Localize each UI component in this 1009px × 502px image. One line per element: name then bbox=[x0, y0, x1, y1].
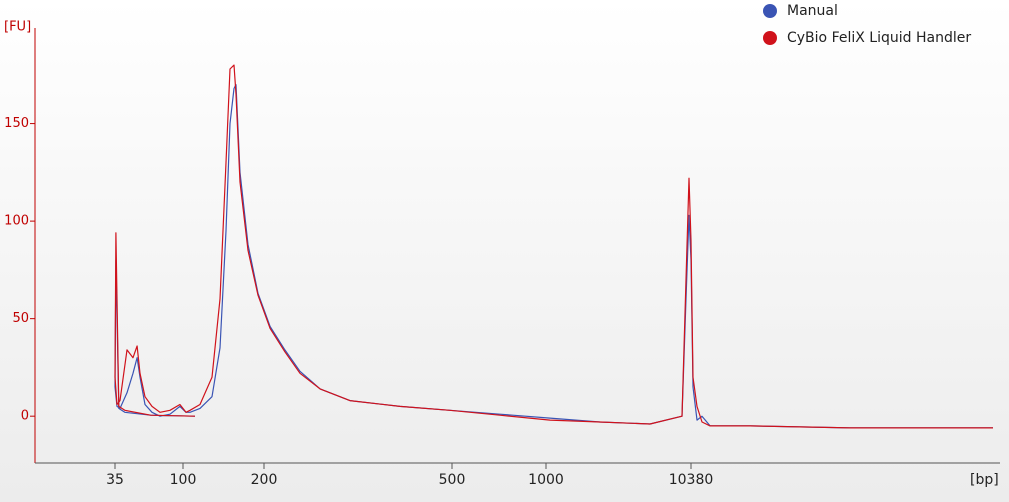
y-tick-label: 150 bbox=[4, 116, 29, 131]
legend-marker bbox=[763, 4, 777, 18]
legend-label: Manual bbox=[787, 3, 838, 19]
x-axis-label: [bp] bbox=[970, 472, 999, 488]
x-tick-label: 10380 bbox=[669, 472, 714, 488]
y-tick-label: 100 bbox=[4, 214, 29, 229]
x-tick-label: 35 bbox=[106, 472, 124, 488]
legend-label: CyBio FeliX Liquid Handler bbox=[787, 30, 971, 46]
data-line bbox=[114, 64, 993, 429]
x-tick-label: 1000 bbox=[528, 472, 564, 488]
x-tick-label: 500 bbox=[439, 472, 466, 488]
y-axis-label: [FU] bbox=[4, 20, 31, 35]
y-tick-label: 50 bbox=[12, 311, 29, 326]
legend-marker bbox=[763, 31, 777, 45]
x-tick-label: 100 bbox=[170, 472, 197, 488]
y-tick-label: 0 bbox=[21, 409, 29, 424]
x-tick-label: 200 bbox=[251, 472, 278, 488]
